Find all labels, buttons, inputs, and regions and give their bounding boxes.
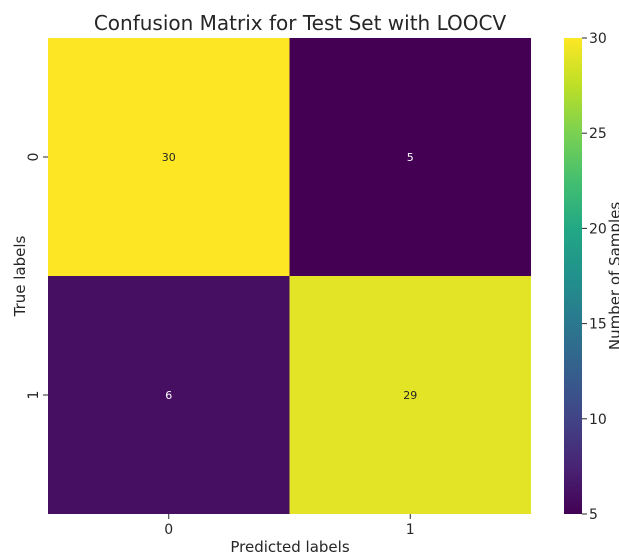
colorbar-tick-label: 15 (589, 317, 607, 333)
cell-value-label: 29 (403, 389, 417, 402)
x-axis-label: Predicted labels (230, 538, 349, 555)
heatmap-cell (289, 276, 531, 514)
x-tick-label: 0 (164, 522, 173, 538)
heatmap-cell (289, 38, 531, 276)
colorbar-tick-label: 25 (589, 126, 607, 142)
colorbar-tick-label: 5 (589, 507, 598, 523)
cell-value-label: 30 (162, 151, 176, 164)
heatmap-cell (48, 276, 290, 514)
heatmap-cells: 30 5 6 29 (48, 38, 531, 514)
y-axis: 01 (26, 153, 48, 400)
colorbar-tick-label: 20 (589, 221, 607, 237)
cell-value-label: 5 (407, 151, 414, 164)
colorbar-axis: 5 10 15 20 25 30 (582, 31, 607, 523)
x-tick-label: 1 (406, 522, 415, 538)
cell-value-label: 6 (165, 389, 172, 402)
colorbar-tick-label: 10 (589, 412, 607, 428)
colorbar-label: Number of Samples (606, 202, 619, 350)
chart-title: Confusion Matrix for Test Set with LOOCV (94, 11, 507, 35)
y-tick-label: 1 (26, 391, 42, 400)
colorbar-tick-label: 30 (589, 31, 607, 47)
y-tick-label: 0 (26, 153, 42, 162)
heatmap-cell (48, 38, 290, 276)
y-axis-label: True labels (11, 235, 29, 317)
colorbar (564, 38, 582, 514)
